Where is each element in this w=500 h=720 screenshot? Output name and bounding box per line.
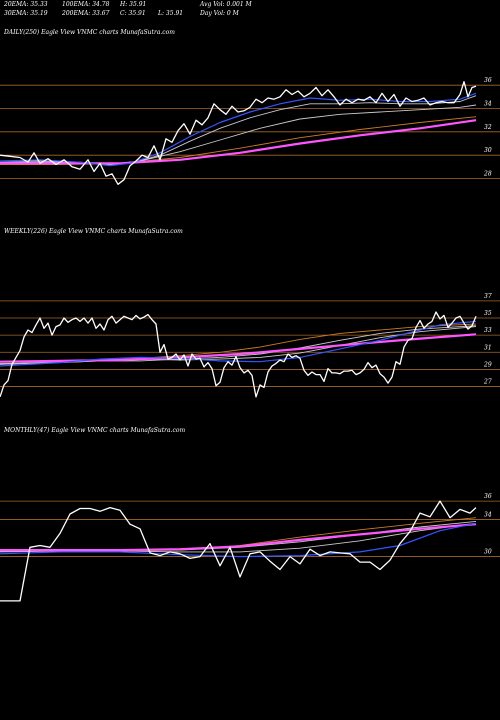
daily-tick-label: 32 bbox=[484, 124, 492, 131]
ema20-stat: 20EMA: 35.33 bbox=[4, 1, 48, 8]
weekly-ema20-line bbox=[0, 320, 477, 367]
ema30-stat: 30EMA: 35.19 bbox=[4, 10, 48, 17]
daily-ema100-line bbox=[0, 116, 477, 165]
weekly-price-line bbox=[0, 311, 477, 398]
weekly-ema200-line bbox=[0, 333, 477, 363]
weekly-tick-label: 31 bbox=[484, 344, 492, 351]
weekly-tick-label: 33 bbox=[484, 327, 492, 334]
daily-tick-label: 34 bbox=[484, 101, 492, 108]
monthly-price-line bbox=[0, 500, 477, 602]
weekly-tick-label: 35 bbox=[484, 310, 492, 317]
day-volume-stat: Day Vol: 0 M bbox=[200, 10, 239, 17]
daily-tick-label: 36 bbox=[484, 77, 492, 84]
monthly-tick-label: 34 bbox=[484, 512, 492, 519]
daily-title: DAILY(250) Eagle View VNMC charts Munafa… bbox=[3, 29, 175, 36]
weekly-ema50-line bbox=[0, 325, 477, 364]
ema200-stat: 200EMA: 33.67 bbox=[62, 10, 110, 17]
low-stat: L: 35.91 bbox=[158, 10, 184, 17]
monthly-tick-label: 36 bbox=[484, 493, 492, 500]
avg-volume-stat: Avg Vol: 0.001 M bbox=[200, 1, 252, 8]
weekly-title: WEEKLY(226) Eagle View VNMC charts Munaf… bbox=[4, 228, 183, 235]
daily-panel: DAILY(250) Eagle View VNMC charts Munafa… bbox=[0, 29, 500, 185]
monthly-ema20-line bbox=[0, 522, 477, 558]
close-stat: C: 35.91 bbox=[120, 10, 146, 17]
daily-tick-label: 28 bbox=[483, 171, 492, 178]
weekly-tick-label: 27 bbox=[483, 379, 492, 386]
monthly-ema200-line bbox=[0, 523, 477, 552]
weekly-tick-label: 37 bbox=[484, 293, 492, 300]
daily-tick-label: 30 bbox=[484, 147, 492, 154]
daily-ema50-line bbox=[0, 104, 477, 165]
monthly-panel: MONTHLY(47) Eagle View VNMC charts Munaf… bbox=[0, 427, 500, 602]
high-stat: H: 35.91 bbox=[120, 1, 147, 8]
monthly-tick-label: 30 bbox=[484, 549, 492, 556]
weekly-tick-label: 29 bbox=[483, 361, 492, 368]
daily-price-line bbox=[0, 81, 477, 185]
monthly-title: MONTHLY(47) Eagle View VNMC charts Munaf… bbox=[3, 427, 185, 434]
weekly-panel: WEEKLY(226) Eagle View VNMC charts Munaf… bbox=[0, 228, 500, 398]
daily-ema200-line bbox=[0, 119, 477, 165]
ema100-stat: 100EMA: 34.78 bbox=[62, 1, 110, 8]
